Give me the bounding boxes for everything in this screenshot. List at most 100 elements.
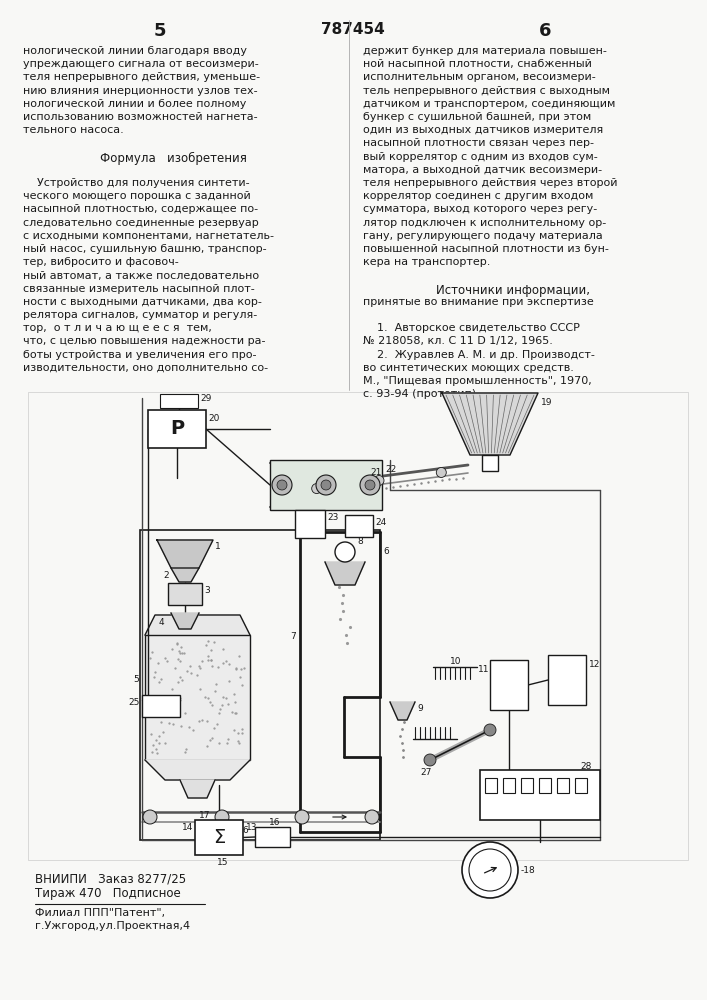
Text: теля непрерывного действия через второй: теля непрерывного действия через второй	[363, 178, 617, 188]
Text: нологической линии благодаря вводу: нологической линии благодаря вводу	[23, 46, 247, 56]
Text: Σ: Σ	[213, 828, 225, 847]
Text: сумматора, выход которого через регу-: сумматора, выход которого через регу-	[363, 204, 597, 214]
Text: 6: 6	[383, 547, 389, 556]
Polygon shape	[180, 780, 215, 798]
Text: 19: 19	[541, 398, 552, 407]
Text: 17: 17	[199, 811, 211, 820]
Text: что, с целью повышения надежности ра-: что, с целью повышения надежности ра-	[23, 336, 266, 346]
Circle shape	[316, 475, 336, 495]
Text: один из выходных датчиков измерителя: один из выходных датчиков измерителя	[363, 125, 603, 135]
Text: коррелятор соединен с другим входом: коррелятор соединен с другим входом	[363, 191, 593, 201]
Text: 25: 25	[128, 698, 139, 707]
Text: 5: 5	[153, 22, 166, 40]
Text: Р: Р	[170, 420, 184, 438]
Bar	[145, 635, 250, 760]
Polygon shape	[390, 702, 415, 720]
Text: ный автомат, а также последовательно: ный автомат, а также последовательно	[23, 270, 259, 280]
Text: насыпной плотности связан через пер-: насыпной плотности связан через пер-	[363, 138, 594, 148]
Text: датчиком и транспортером, соединяющим: датчиком и транспортером, соединяющим	[363, 99, 615, 109]
Text: релятора сигналов, сумматор и регуля-: релятора сигналов, сумматор и регуля-	[23, 310, 257, 320]
Text: лятор подключен к исполнительному ор-: лятор подключен к исполнительному ор-	[363, 218, 606, 228]
Text: принятые во внимание при экспертизе: принятые во внимание при экспертизе	[363, 297, 594, 307]
Text: Тираж 470   Подписное: Тираж 470 Подписное	[35, 887, 181, 900]
Bar	[521, 778, 533, 793]
Text: 3: 3	[204, 586, 210, 595]
Text: следовательно соединенные резервуар: следовательно соединенные резервуар	[23, 218, 259, 228]
Bar	[140, 530, 380, 840]
Text: 24: 24	[375, 518, 386, 527]
Text: 2.  Журавлев А. М. и др. Производст-: 2. Журавлев А. М. и др. Производст-	[363, 350, 595, 360]
Bar	[28, 392, 688, 860]
Text: 20: 20	[208, 414, 219, 423]
Text: М., "Пищевая промышленность", 1970,: М., "Пищевая промышленность", 1970,	[363, 376, 592, 386]
Circle shape	[335, 542, 355, 562]
Text: изводительности, оно дополнительно со-: изводительности, оно дополнительно со-	[23, 363, 268, 373]
Bar	[539, 778, 551, 793]
Text: упреждающего сигнала от весоизмери-: упреждающего сигнала от весоизмери-	[23, 59, 259, 69]
Circle shape	[360, 475, 380, 495]
Text: 13: 13	[246, 823, 257, 832]
Text: 10: 10	[450, 657, 462, 666]
Text: 16: 16	[269, 818, 280, 827]
Text: тер, вибросито и фасовоч-: тер, вибросито и фасовоч-	[23, 257, 179, 267]
Text: связанные измеритель насыпной плот-: связанные измеритель насыпной плот-	[23, 284, 255, 294]
Text: 787454: 787454	[321, 22, 385, 37]
Bar	[168, 583, 202, 605]
Text: боты устройства и увеличения его про-: боты устройства и увеличения его про-	[23, 350, 257, 360]
Text: ческого моющего порошка с заданной: ческого моющего порошка с заданной	[23, 191, 251, 201]
Circle shape	[484, 724, 496, 736]
Text: 11: 11	[478, 665, 489, 674]
Text: тельного насоса.: тельного насоса.	[23, 125, 124, 135]
Text: тор,  о т л и ч а ю щ е е с я  тем,: тор, о т л и ч а ю щ е е с я тем,	[23, 323, 212, 333]
Text: нию влияния инерционности узлов тех-: нию влияния инерционности узлов тех-	[23, 86, 257, 96]
Bar	[160, 394, 198, 408]
Text: повышенной насыпной плотности из бун-: повышенной насыпной плотности из бун-	[363, 244, 609, 254]
Circle shape	[436, 467, 446, 477]
Text: 27: 27	[420, 768, 431, 777]
Bar	[548, 655, 586, 705]
Polygon shape	[145, 615, 250, 635]
Circle shape	[143, 810, 157, 824]
Text: Формула   изобретения: Формула изобретения	[100, 152, 247, 165]
Circle shape	[321, 480, 331, 490]
Text: 6: 6	[539, 22, 551, 40]
Bar	[503, 778, 515, 793]
Text: № 218058, кл. С 11 D 1/12, 1965.: № 218058, кл. С 11 D 1/12, 1965.	[363, 336, 553, 346]
Text: тель непрерывного действия с выходным: тель непрерывного действия с выходным	[363, 86, 610, 96]
Bar	[148, 410, 206, 448]
Text: 2: 2	[163, 571, 169, 580]
Text: бункер с сушильной башней, при этом: бункер с сушильной башней, при этом	[363, 112, 591, 122]
Text: -18: -18	[521, 866, 536, 875]
Text: кера на транспортер.: кера на транспортер.	[363, 257, 491, 267]
Polygon shape	[157, 540, 213, 568]
Circle shape	[365, 480, 375, 490]
Text: Устройство для получения синтети-: Устройство для получения синтети-	[23, 178, 250, 188]
Text: 6: 6	[242, 826, 247, 835]
Bar	[485, 778, 497, 793]
Polygon shape	[171, 568, 199, 582]
Text: 1.  Авторское свидетельство СССР: 1. Авторское свидетельство СССР	[363, 323, 580, 333]
Text: вый коррелятор с одним из входов сум-: вый коррелятор с одним из входов сум-	[363, 152, 597, 162]
Circle shape	[277, 480, 287, 490]
Text: 28: 28	[580, 762, 591, 771]
Text: 12: 12	[589, 660, 600, 669]
Text: 1: 1	[215, 542, 221, 551]
Bar	[482, 455, 498, 471]
Circle shape	[374, 476, 384, 486]
Text: 15: 15	[217, 858, 228, 867]
Text: Филиал ППП"Патент",: Филиал ППП"Патент",	[35, 908, 165, 918]
Circle shape	[462, 842, 518, 898]
Text: во синтетических моющих средств.: во синтетических моющих средств.	[363, 363, 574, 373]
Bar	[490, 660, 528, 710]
Bar	[575, 778, 587, 793]
Polygon shape	[442, 393, 538, 455]
Polygon shape	[325, 562, 365, 585]
Bar	[270, 460, 382, 510]
Text: 9: 9	[417, 704, 423, 713]
Text: теля непрерывного действия, уменьше-: теля непрерывного действия, уменьше-	[23, 72, 260, 82]
Text: гану, регулирующего подачу материала: гану, регулирующего подачу материала	[363, 231, 603, 241]
Text: ности с выходными датчиками, два кор-: ности с выходными датчиками, два кор-	[23, 297, 262, 307]
Bar	[557, 778, 569, 793]
Bar	[255, 827, 290, 847]
Circle shape	[215, 810, 229, 824]
